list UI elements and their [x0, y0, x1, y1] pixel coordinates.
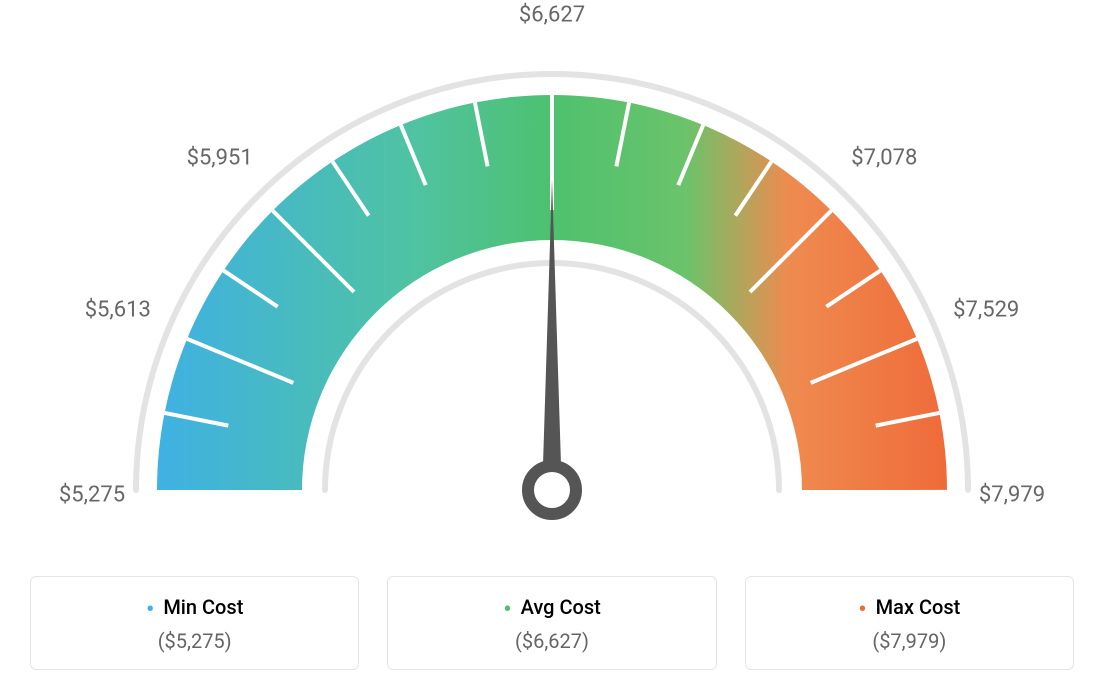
gauge-svg	[0, 0, 1104, 560]
legend-max-card: • Max Cost ($7,979)	[745, 576, 1074, 670]
legend-avg-title-text: Avg Cost	[521, 595, 601, 619]
legend-min-dot: •	[146, 595, 154, 623]
gauge-tick-label: $5,951	[187, 145, 253, 170]
gauge-tick-label: $6,627	[519, 3, 585, 28]
legend-avg-card: • Avg Cost ($6,627)	[387, 576, 716, 670]
gauge-tick-label: $7,529	[953, 298, 1019, 323]
cost-gauge-container: $5,275 $5,613 $5,951 $6,627 $7,078 $7,529 $7,9…	[0, 0, 1104, 690]
legend-max-value: ($7,979)	[756, 629, 1063, 653]
gauge-tick-label: $7,078	[851, 145, 917, 170]
gauge-tick-label: $5,613	[85, 298, 151, 323]
legend-min-card: • Min Cost ($5,275)	[30, 576, 359, 670]
legend-max-title: • Max Cost	[756, 595, 1063, 619]
legend-min-title-text: Min Cost	[163, 595, 243, 619]
legend-min-value: ($5,275)	[41, 629, 348, 653]
gauge-tick-label: $7,979	[979, 483, 1045, 508]
legend-row: • Min Cost ($5,275) • Avg Cost ($6,627) …	[0, 576, 1104, 670]
gauge-chart: $5,275 $5,613 $5,951 $6,627 $7,078 $7,529 $7,9…	[0, 0, 1104, 540]
legend-avg-title: • Avg Cost	[398, 595, 705, 619]
gauge-tick-label: $5,275	[59, 483, 125, 508]
legend-max-dot: •	[858, 595, 866, 623]
legend-avg-value: ($6,627)	[398, 629, 705, 653]
legend-max-title-text: Max Cost	[876, 595, 961, 619]
legend-avg-dot: •	[503, 595, 511, 623]
legend-min-title: • Min Cost	[41, 595, 348, 619]
